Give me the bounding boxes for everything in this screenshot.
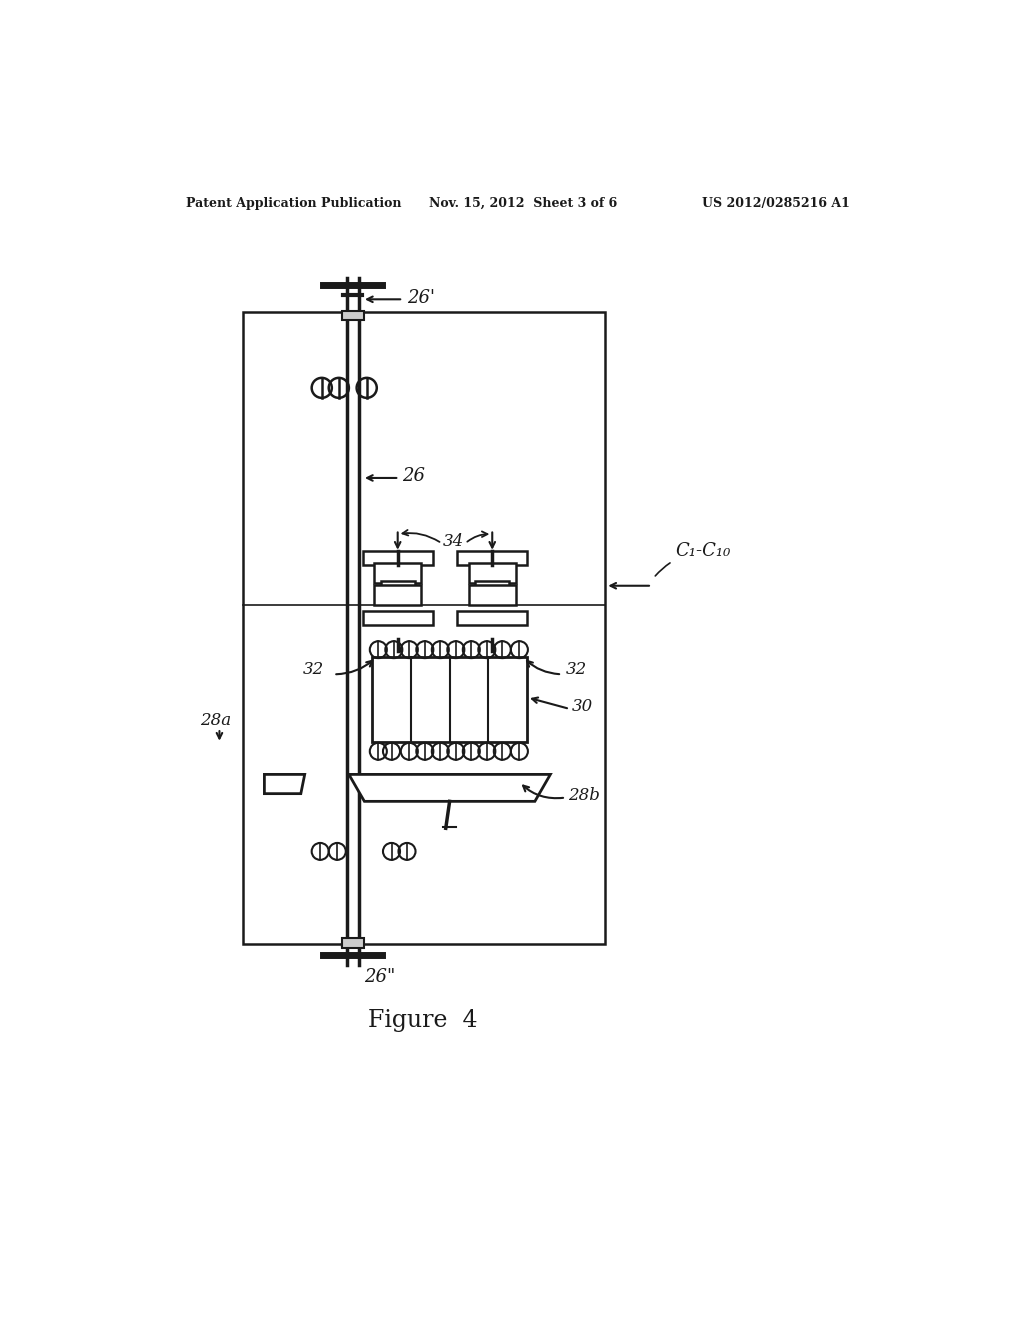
Text: 32: 32: [566, 661, 587, 678]
Bar: [342, 312, 364, 321]
Polygon shape: [349, 775, 550, 801]
Text: Figure  4: Figure 4: [369, 1010, 478, 1032]
Bar: [372, 657, 527, 742]
Bar: [475, 581, 509, 594]
Bar: [362, 611, 432, 626]
Bar: [469, 585, 515, 605]
Bar: [458, 552, 527, 565]
Text: Patent Application Publication: Patent Application Publication: [186, 197, 401, 210]
Polygon shape: [264, 775, 305, 793]
Bar: [243, 313, 605, 944]
Text: 26": 26": [364, 968, 395, 986]
Text: 28a: 28a: [200, 711, 231, 729]
Text: 32: 32: [302, 661, 324, 678]
Bar: [342, 939, 364, 948]
Bar: [362, 552, 432, 565]
Text: Nov. 15, 2012  Sheet 3 of 6: Nov. 15, 2012 Sheet 3 of 6: [429, 197, 616, 210]
Text: US 2012/0285216 A1: US 2012/0285216 A1: [701, 197, 849, 210]
Text: 30: 30: [572, 698, 593, 715]
Text: C₁-C₁₀: C₁-C₁₀: [655, 543, 730, 576]
Bar: [469, 564, 515, 583]
Text: 34: 34: [442, 533, 464, 550]
Bar: [458, 611, 527, 626]
Text: 26': 26': [407, 289, 435, 306]
Bar: [381, 581, 415, 594]
Bar: [375, 564, 421, 583]
Bar: [375, 585, 421, 605]
Text: 28b: 28b: [568, 788, 600, 804]
Text: 26: 26: [402, 467, 425, 486]
